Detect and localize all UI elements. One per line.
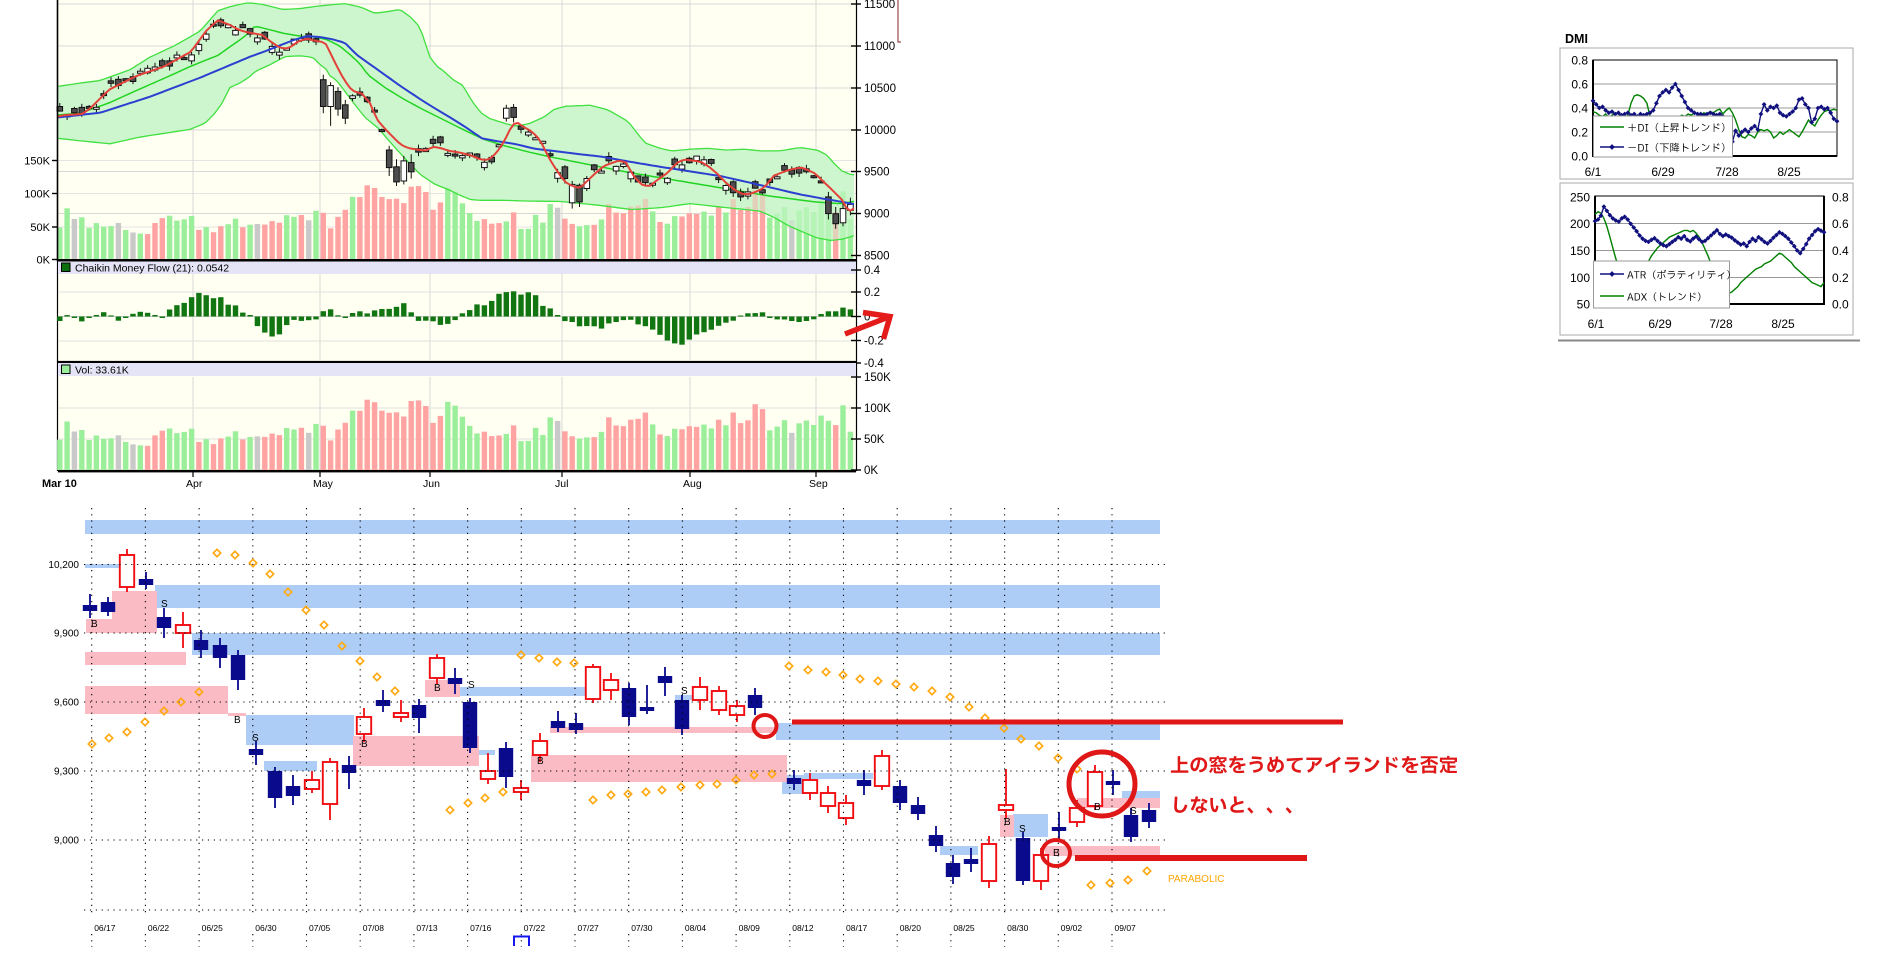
svg-text:10000: 10000 — [864, 125, 896, 137]
svg-text:0.4: 0.4 — [1571, 102, 1588, 116]
svg-text:6/29: 6/29 — [1651, 165, 1675, 179]
svg-text:50K: 50K — [864, 434, 885, 446]
svg-text:Jun: Jun — [423, 478, 440, 490]
svg-text:DMI: DMI — [1565, 32, 1588, 46]
svg-text:07/05: 07/05 — [309, 923, 331, 933]
svg-text:Sep: Sep — [809, 478, 828, 490]
svg-text:Mar 10: Mar 10 — [42, 478, 77, 490]
svg-text:Apr: Apr — [186, 478, 203, 490]
svg-text:08/25: 08/25 — [953, 923, 975, 933]
svg-text:09/07: 09/07 — [1115, 923, 1137, 933]
svg-text:06/17: 06/17 — [94, 923, 116, 933]
svg-text:11500: 11500 — [864, 0, 895, 11]
svg-text:08/17: 08/17 — [846, 923, 868, 933]
svg-text:100K: 100K — [864, 403, 891, 415]
svg-text:11000: 11000 — [864, 41, 895, 53]
svg-text:10,200: 10,200 — [48, 560, 79, 571]
svg-text:0.6: 0.6 — [1571, 78, 1588, 92]
svg-text:50: 50 — [1577, 298, 1591, 312]
svg-text:0.8: 0.8 — [1832, 191, 1849, 205]
svg-text:9000: 9000 — [864, 209, 890, 221]
svg-text:0.0: 0.0 — [1832, 298, 1849, 312]
svg-text:06/30: 06/30 — [255, 923, 277, 933]
svg-text:0: 0 — [864, 312, 870, 324]
svg-text:100K: 100K — [24, 189, 50, 201]
svg-text:Jul: Jul — [555, 478, 568, 490]
svg-text:08/12: 08/12 — [792, 923, 814, 933]
svg-text:9500: 9500 — [864, 167, 890, 179]
svg-text:7/28: 7/28 — [1715, 165, 1739, 179]
svg-text:50K: 50K — [30, 222, 50, 234]
svg-text:9,300: 9,300 — [54, 767, 79, 778]
svg-text:07/27: 07/27 — [578, 923, 600, 933]
svg-text:6/1: 6/1 — [1588, 317, 1605, 331]
svg-text:07/22: 07/22 — [524, 923, 546, 933]
svg-text:0.4: 0.4 — [1832, 244, 1849, 258]
svg-text:10500: 10500 — [864, 83, 896, 95]
svg-text:08/04: 08/04 — [685, 923, 707, 933]
svg-text:07/13: 07/13 — [416, 923, 438, 933]
svg-text:9,600: 9,600 — [54, 698, 79, 709]
svg-text:S: S — [252, 733, 259, 744]
svg-text:7/28: 7/28 — [1709, 317, 1733, 331]
svg-text:-0.4: -0.4 — [864, 358, 884, 370]
svg-text:08/30: 08/30 — [1007, 923, 1029, 933]
svg-text:8/25: 8/25 — [1777, 165, 1801, 179]
svg-text:0.2: 0.2 — [1832, 271, 1849, 285]
svg-text:150: 150 — [1570, 244, 1590, 258]
svg-text:07/08: 07/08 — [363, 923, 385, 933]
svg-text:0.0: 0.0 — [1571, 150, 1588, 164]
svg-text:200: 200 — [1570, 217, 1590, 231]
svg-text:9,900: 9,900 — [54, 629, 79, 640]
svg-text:B: B — [434, 683, 441, 694]
svg-text:100: 100 — [1570, 271, 1590, 285]
svg-text:8/25: 8/25 — [1771, 317, 1795, 331]
svg-text:0.2: 0.2 — [1571, 126, 1588, 140]
svg-text:S: S — [1019, 824, 1026, 835]
svg-text:8500: 8500 — [864, 251, 890, 263]
svg-text:Vol: 33.61K: Vol: 33.61K — [75, 365, 129, 377]
svg-text:150K: 150K — [24, 156, 50, 168]
svg-text:07/16: 07/16 — [470, 923, 492, 933]
svg-text:B: B — [361, 739, 368, 750]
svg-text:PARABOLIC: PARABOLIC — [1168, 874, 1225, 885]
svg-text:09/02: 09/02 — [1061, 923, 1083, 933]
svg-text:06/22: 06/22 — [148, 923, 170, 933]
svg-text:S: S — [681, 686, 688, 697]
svg-text:B: B — [91, 619, 98, 630]
svg-text:9,000: 9,000 — [54, 836, 79, 847]
svg-text:0K: 0K — [37, 255, 51, 267]
svg-text:May: May — [313, 478, 334, 490]
svg-text:B: B — [1053, 848, 1060, 859]
svg-text:08/09: 08/09 — [739, 923, 761, 933]
svg-text:0K: 0K — [864, 465, 878, 477]
svg-text:B: B — [1094, 802, 1101, 813]
svg-text:B: B — [537, 756, 544, 767]
svg-text:06/25: 06/25 — [202, 923, 224, 933]
svg-text:0.2: 0.2 — [864, 287, 880, 299]
svg-text:S: S — [161, 599, 168, 610]
svg-text:08/20: 08/20 — [900, 923, 922, 933]
svg-text:0.6: 0.6 — [1832, 217, 1849, 231]
svg-text:0.8: 0.8 — [1571, 54, 1588, 68]
svg-text:-0.2: -0.2 — [864, 336, 884, 348]
svg-text:6/1: 6/1 — [1585, 165, 1602, 179]
svg-text:B: B — [1004, 817, 1011, 828]
svg-text:250: 250 — [1570, 191, 1590, 205]
svg-text:Chaikin Money Flow (21): 0.054: Chaikin Money Flow (21): 0.0542 — [75, 263, 229, 275]
svg-text:6/29: 6/29 — [1648, 317, 1672, 331]
svg-text:150K: 150K — [864, 372, 891, 384]
svg-text:B: B — [234, 715, 241, 726]
svg-text:S: S — [468, 680, 475, 691]
svg-text:S: S — [1130, 806, 1137, 817]
svg-text:07/30: 07/30 — [631, 923, 653, 933]
svg-text:Aug: Aug — [683, 478, 702, 490]
svg-text:0.4: 0.4 — [864, 265, 881, 277]
